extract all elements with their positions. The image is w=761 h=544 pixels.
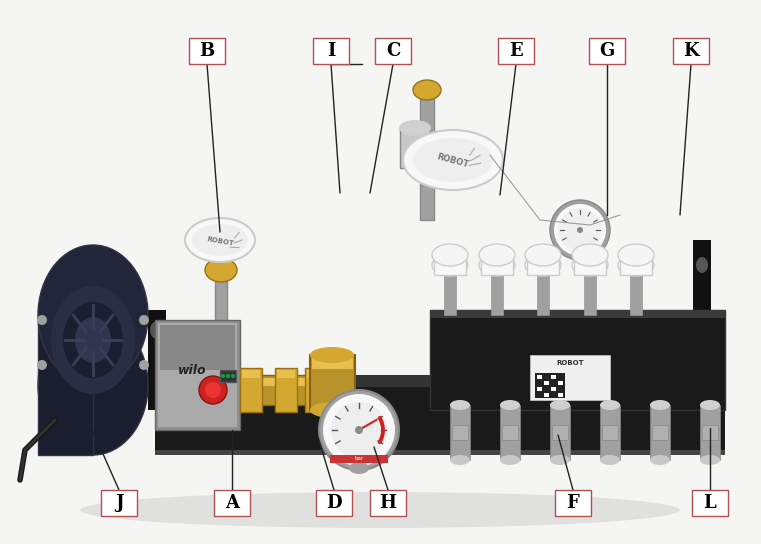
Ellipse shape <box>310 347 354 363</box>
FancyBboxPatch shape <box>240 375 335 405</box>
Ellipse shape <box>381 428 385 432</box>
Ellipse shape <box>380 434 384 438</box>
Ellipse shape <box>600 400 620 410</box>
Ellipse shape <box>550 400 570 410</box>
FancyBboxPatch shape <box>370 490 406 516</box>
Ellipse shape <box>221 374 225 378</box>
Ellipse shape <box>192 224 248 256</box>
FancyBboxPatch shape <box>155 380 725 455</box>
Text: bar: bar <box>355 456 364 461</box>
FancyBboxPatch shape <box>155 320 240 430</box>
Ellipse shape <box>550 455 570 465</box>
Ellipse shape <box>432 244 468 266</box>
FancyBboxPatch shape <box>430 310 725 410</box>
Ellipse shape <box>432 254 468 276</box>
Ellipse shape <box>349 462 369 474</box>
Text: H: H <box>380 494 396 512</box>
FancyBboxPatch shape <box>535 373 565 398</box>
FancyBboxPatch shape <box>101 490 137 516</box>
Text: F: F <box>566 494 579 512</box>
FancyBboxPatch shape <box>498 38 534 64</box>
Text: E: E <box>509 42 523 60</box>
FancyBboxPatch shape <box>220 370 236 382</box>
Ellipse shape <box>700 400 720 410</box>
Text: D: D <box>326 494 342 512</box>
Ellipse shape <box>380 436 384 440</box>
FancyBboxPatch shape <box>316 490 352 516</box>
Ellipse shape <box>380 420 384 424</box>
FancyBboxPatch shape <box>310 355 355 410</box>
Text: wilo: wilo <box>177 363 206 376</box>
Ellipse shape <box>572 254 608 276</box>
FancyBboxPatch shape <box>650 405 670 460</box>
FancyBboxPatch shape <box>558 381 563 385</box>
Ellipse shape <box>379 438 383 442</box>
Text: K: K <box>683 42 699 60</box>
Ellipse shape <box>319 390 399 470</box>
Ellipse shape <box>139 360 149 370</box>
FancyBboxPatch shape <box>148 310 166 410</box>
FancyBboxPatch shape <box>444 270 456 315</box>
Text: L: L <box>704 494 716 512</box>
Ellipse shape <box>618 254 654 276</box>
Ellipse shape <box>554 204 606 256</box>
Ellipse shape <box>379 418 383 422</box>
Ellipse shape <box>479 254 515 276</box>
FancyBboxPatch shape <box>584 270 596 315</box>
Ellipse shape <box>618 244 654 266</box>
Ellipse shape <box>380 422 384 426</box>
FancyBboxPatch shape <box>502 425 518 440</box>
FancyBboxPatch shape <box>422 92 432 98</box>
FancyBboxPatch shape <box>692 490 728 516</box>
FancyBboxPatch shape <box>530 355 610 400</box>
Text: B: B <box>199 42 215 60</box>
Ellipse shape <box>696 257 708 273</box>
Ellipse shape <box>38 315 148 455</box>
Ellipse shape <box>37 360 47 370</box>
FancyBboxPatch shape <box>217 262 225 267</box>
FancyBboxPatch shape <box>481 255 513 275</box>
Ellipse shape <box>650 400 670 410</box>
Ellipse shape <box>63 302 123 378</box>
FancyBboxPatch shape <box>242 370 260 378</box>
Text: ROBOT: ROBOT <box>556 360 584 366</box>
Ellipse shape <box>700 455 720 465</box>
Ellipse shape <box>38 245 148 385</box>
Ellipse shape <box>150 321 164 339</box>
Ellipse shape <box>550 200 610 260</box>
FancyBboxPatch shape <box>275 368 297 412</box>
Ellipse shape <box>572 244 608 266</box>
FancyBboxPatch shape <box>702 425 718 440</box>
FancyBboxPatch shape <box>214 490 250 516</box>
Ellipse shape <box>226 374 230 378</box>
Ellipse shape <box>331 402 387 458</box>
Ellipse shape <box>413 138 493 182</box>
Ellipse shape <box>37 315 47 325</box>
FancyBboxPatch shape <box>307 370 325 378</box>
Ellipse shape <box>650 455 670 465</box>
Ellipse shape <box>399 120 431 136</box>
FancyBboxPatch shape <box>452 425 468 440</box>
FancyBboxPatch shape <box>160 325 235 370</box>
Ellipse shape <box>323 394 395 466</box>
FancyBboxPatch shape <box>673 38 709 64</box>
FancyBboxPatch shape <box>552 425 568 440</box>
Ellipse shape <box>327 398 391 462</box>
Ellipse shape <box>413 80 441 100</box>
FancyBboxPatch shape <box>420 90 434 220</box>
FancyBboxPatch shape <box>544 381 549 385</box>
FancyBboxPatch shape <box>527 255 559 275</box>
Ellipse shape <box>380 424 384 428</box>
Ellipse shape <box>525 254 561 276</box>
Ellipse shape <box>525 244 561 266</box>
FancyBboxPatch shape <box>189 38 225 64</box>
Ellipse shape <box>500 400 520 410</box>
FancyBboxPatch shape <box>450 405 470 460</box>
Ellipse shape <box>205 382 221 398</box>
Ellipse shape <box>577 227 583 233</box>
FancyBboxPatch shape <box>600 405 620 460</box>
FancyBboxPatch shape <box>630 270 642 315</box>
Ellipse shape <box>185 218 255 262</box>
FancyBboxPatch shape <box>305 368 327 412</box>
